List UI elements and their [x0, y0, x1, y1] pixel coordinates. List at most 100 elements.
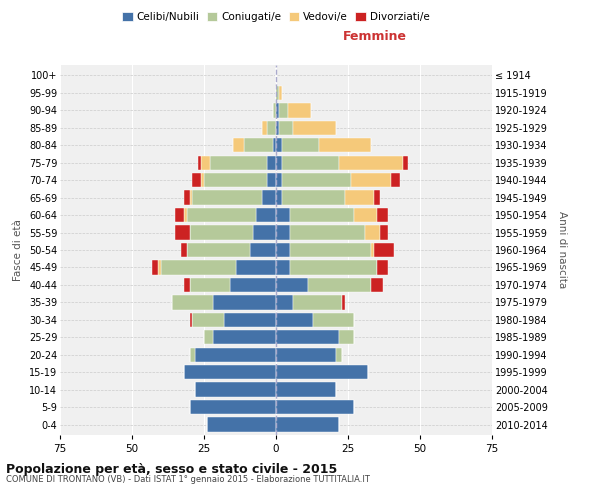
Bar — [190, 226, 253, 239]
Bar — [276, 365, 368, 380]
Bar — [198, 156, 201, 170]
Bar — [187, 243, 250, 257]
Bar — [190, 278, 230, 292]
Bar — [273, 138, 276, 152]
Bar — [244, 138, 273, 152]
Bar — [201, 156, 210, 170]
Bar — [345, 190, 374, 205]
Bar — [337, 348, 342, 362]
Bar — [190, 190, 193, 205]
Bar — [190, 312, 193, 327]
Bar — [204, 330, 212, 344]
Bar — [262, 120, 268, 135]
Bar — [268, 120, 276, 135]
Bar — [279, 103, 287, 118]
Bar — [293, 120, 337, 135]
Bar — [161, 260, 236, 274]
Bar — [184, 278, 190, 292]
Bar — [276, 226, 290, 239]
Legend: Celibi/Nubili, Coniugati/e, Vedovi/e, Divorziati/e: Celibi/Nubili, Coniugati/e, Vedovi/e, Di… — [118, 8, 434, 26]
Bar — [371, 278, 383, 292]
Bar — [196, 348, 276, 362]
Bar — [279, 120, 293, 135]
Bar — [190, 400, 276, 414]
Bar — [403, 156, 409, 170]
Bar — [253, 226, 276, 239]
Bar — [377, 260, 388, 274]
Bar — [224, 312, 276, 327]
Bar — [308, 278, 371, 292]
Bar — [210, 156, 268, 170]
Bar — [236, 260, 276, 274]
Bar — [374, 190, 380, 205]
Bar — [212, 295, 276, 310]
Text: Femmine: Femmine — [343, 30, 407, 43]
Bar — [391, 173, 400, 188]
Bar — [233, 138, 244, 152]
Bar — [319, 138, 371, 152]
Bar — [276, 348, 337, 362]
Bar — [371, 243, 374, 257]
Bar — [374, 243, 394, 257]
Bar — [273, 103, 276, 118]
Bar — [193, 190, 262, 205]
Bar — [190, 348, 196, 362]
Bar — [377, 208, 388, 222]
Bar — [276, 400, 354, 414]
Bar — [276, 208, 290, 222]
Bar — [230, 278, 276, 292]
Bar — [380, 226, 388, 239]
Bar — [212, 330, 276, 344]
Bar — [184, 190, 190, 205]
Bar — [276, 103, 279, 118]
Bar — [293, 295, 342, 310]
Bar — [276, 120, 279, 135]
Bar — [276, 295, 293, 310]
Bar — [290, 226, 365, 239]
Bar — [276, 418, 340, 432]
Bar — [184, 365, 276, 380]
Bar — [181, 243, 187, 257]
Bar — [250, 243, 276, 257]
Bar — [276, 382, 337, 397]
Bar — [276, 312, 313, 327]
Bar — [268, 173, 276, 188]
Bar — [340, 156, 403, 170]
Bar — [187, 208, 256, 222]
Bar — [193, 312, 224, 327]
Bar — [282, 156, 340, 170]
Bar — [276, 138, 282, 152]
Bar — [276, 243, 290, 257]
Bar — [184, 208, 187, 222]
Bar — [276, 278, 308, 292]
Text: Popolazione per età, sesso e stato civile - 2015: Popolazione per età, sesso e stato civil… — [6, 462, 337, 475]
Bar — [290, 243, 371, 257]
Bar — [351, 173, 391, 188]
Bar — [175, 226, 190, 239]
Bar — [279, 86, 282, 100]
Bar — [276, 86, 279, 100]
Bar — [172, 295, 212, 310]
Bar — [193, 173, 201, 188]
Bar — [268, 156, 276, 170]
Bar — [290, 260, 377, 274]
Bar — [276, 156, 282, 170]
Bar — [313, 312, 354, 327]
Bar — [287, 103, 311, 118]
Bar — [201, 173, 204, 188]
Bar — [196, 382, 276, 397]
Bar — [340, 330, 354, 344]
Y-axis label: Anni di nascita: Anni di nascita — [557, 212, 567, 288]
Bar — [276, 330, 340, 344]
Bar — [158, 260, 161, 274]
Bar — [276, 190, 282, 205]
Bar — [354, 208, 377, 222]
Bar — [256, 208, 276, 222]
Bar — [290, 208, 354, 222]
Bar — [262, 190, 276, 205]
Bar — [365, 226, 380, 239]
Bar — [276, 260, 290, 274]
Bar — [276, 173, 282, 188]
Text: COMUNE DI TRONTANO (VB) - Dati ISTAT 1° gennaio 2015 - Elaborazione TUTTITALIA.I: COMUNE DI TRONTANO (VB) - Dati ISTAT 1° … — [6, 475, 370, 484]
Bar — [342, 295, 345, 310]
